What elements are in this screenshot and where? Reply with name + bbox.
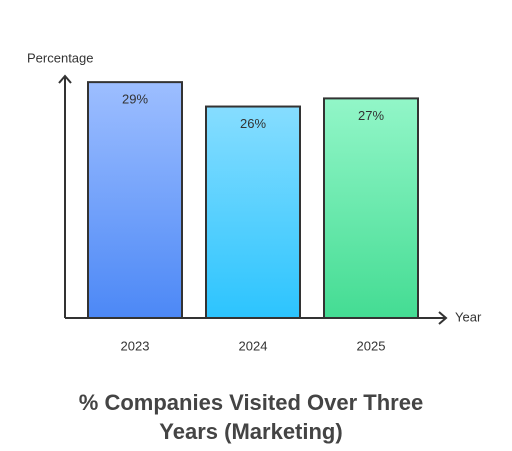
y-axis-label: Percentage [27,50,94,65]
value-label: 29% [122,92,148,107]
x-axis-label: Year [455,309,482,324]
x-tick-label: 2023 [121,338,150,353]
y-axis [58,74,72,318]
x-axis [65,311,448,325]
x-tick-label: 2024 [239,338,268,353]
bar [205,105,301,319]
value-label: 27% [358,108,384,123]
chart-title: % Companies Visited Over Three Years (Ma… [78,390,424,444]
bar [87,81,183,319]
bar [323,97,419,320]
value-label: 26% [240,116,266,131]
x-tick-label: 2025 [357,338,386,353]
